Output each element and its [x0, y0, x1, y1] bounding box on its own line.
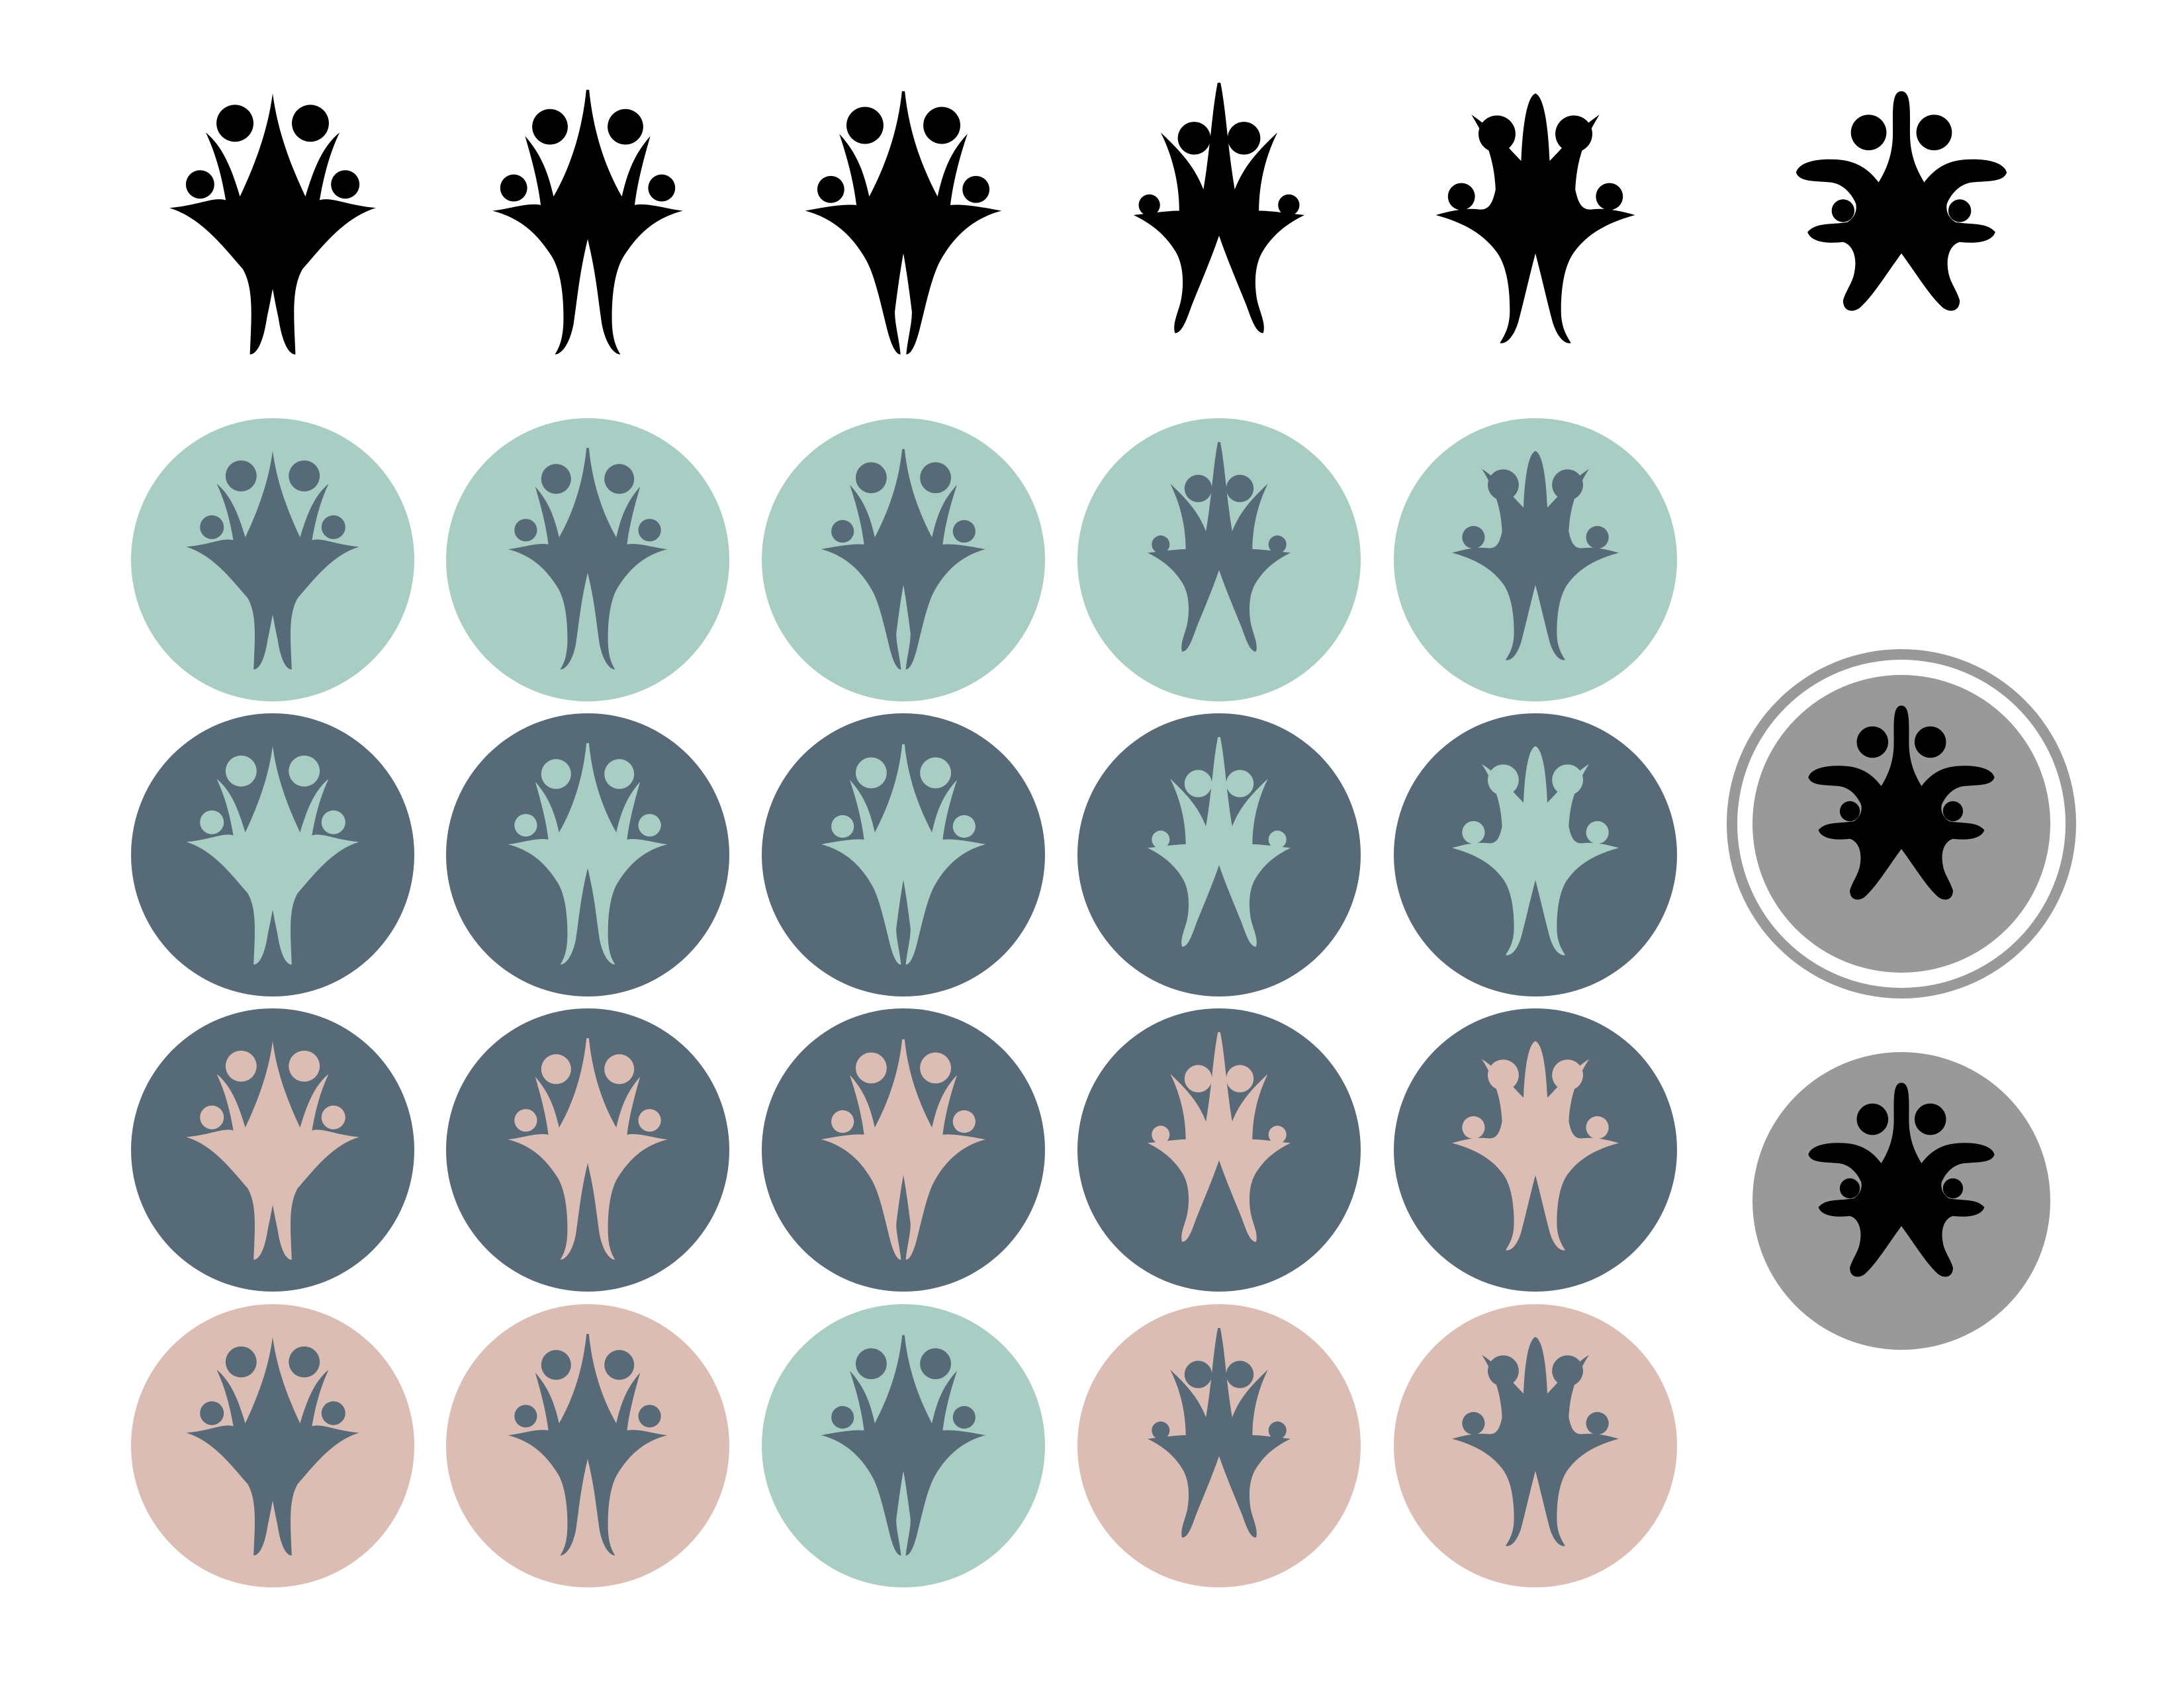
arch-glyph-icon [1435, 93, 1635, 343]
logo-mark-split-badge [446, 1008, 729, 1292]
black-outline-row [169, 83, 2007, 355]
mint-badge-row [131, 418, 1677, 701]
mixed-row [131, 1304, 1677, 1587]
logo-mark-tall-badge [1077, 1304, 1361, 1587]
logo-mark-round [169, 93, 376, 355]
logo-mark-split-badge [446, 418, 729, 701]
split-glyph-icon [492, 89, 684, 355]
logo-mark-tall [1134, 83, 1304, 333]
logo-mark-round-badge [131, 713, 414, 996]
logo-mark-round-badge [131, 1304, 414, 1587]
slate-mint-row [131, 713, 1677, 996]
slate-blush-row [131, 1008, 1677, 1292]
logo-mark-split-badge [446, 713, 729, 996]
logo-mark-tall-badge [1077, 1008, 1361, 1292]
logo-mark-arch-badge [1394, 713, 1677, 996]
tall-glyph-icon [1134, 83, 1304, 333]
logo-mark-tall-badge [1077, 418, 1361, 701]
logo-mark-flourish [1796, 91, 2007, 311]
logo-mark-arch [1435, 93, 1635, 343]
flourish-glyph-icon [1796, 91, 2007, 311]
logo-mark-fork-badge [762, 418, 1045, 701]
logo-mark-round-badge [131, 418, 414, 701]
gray-ringed-badge [1727, 649, 2076, 998]
marks-layer [131, 83, 2076, 1587]
gray-badge [1752, 1052, 2050, 1350]
logo-mark-split [492, 89, 684, 355]
logo-mark-arch-badge [1394, 418, 1677, 701]
logo-mark-fork [805, 91, 1002, 355]
logo-mark-fork-badge [762, 713, 1045, 996]
logo-mark-round-badge [131, 1008, 414, 1292]
fork-glyph-icon [805, 91, 1002, 355]
logo-mark-fork-badge [762, 1008, 1045, 1292]
logo-mark-split-badge [446, 1304, 729, 1587]
logo-mark-fork-badge [762, 1304, 1045, 1587]
logo-mark-arch-badge [1394, 1008, 1677, 1292]
logo-mark-arch-badge [1394, 1304, 1677, 1587]
logo-mark-tall-badge [1077, 713, 1361, 996]
round-glyph-icon [169, 93, 376, 355]
